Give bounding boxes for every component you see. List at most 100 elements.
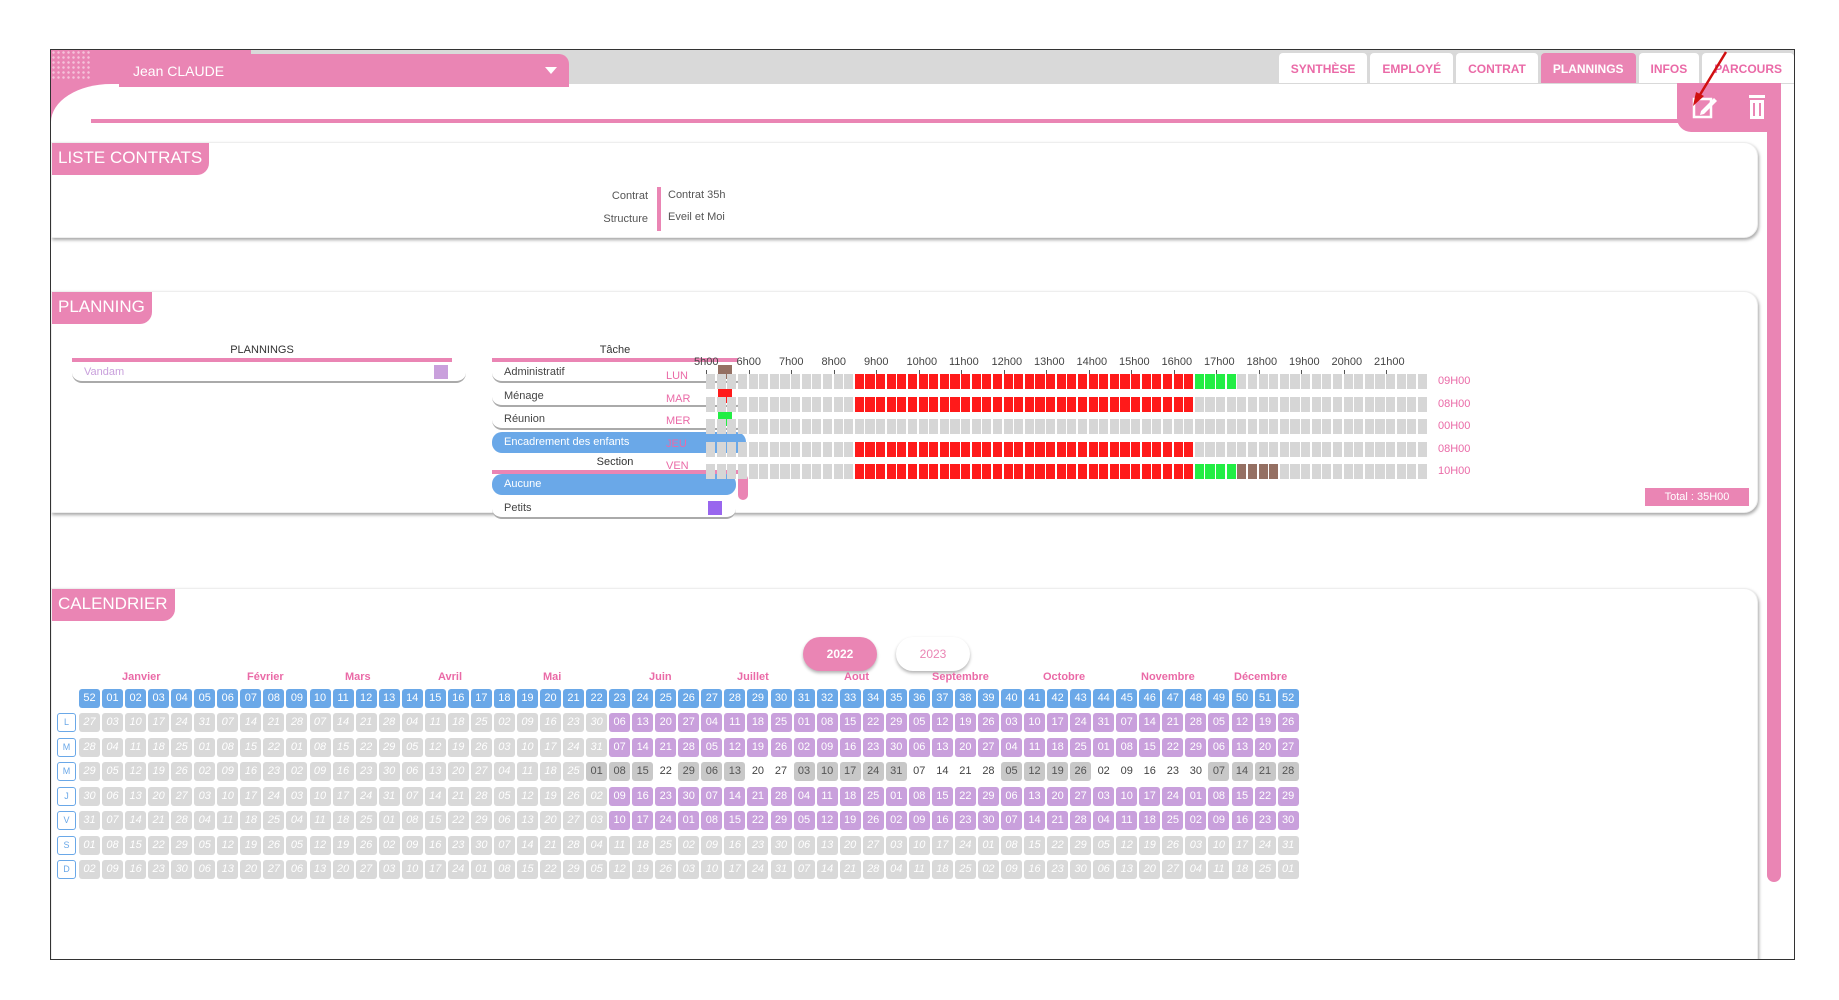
schedule-slot[interactable] bbox=[769, 464, 779, 479]
calendar-day[interactable]: 16 bbox=[632, 786, 654, 806]
schedule-slot[interactable] bbox=[1046, 464, 1056, 479]
schedule-slot[interactable] bbox=[950, 419, 960, 434]
calendar-day[interactable]: 09 bbox=[102, 860, 124, 879]
week-number[interactable]: 52 bbox=[1277, 689, 1299, 708]
week-number[interactable]: 06 bbox=[217, 689, 239, 708]
calendar-day[interactable]: 07 bbox=[217, 713, 239, 732]
schedule-slot[interactable] bbox=[1417, 441, 1427, 457]
schedule-slot[interactable] bbox=[1088, 374, 1098, 389]
schedule-slot[interactable] bbox=[1067, 464, 1077, 479]
schedule-slot[interactable] bbox=[1120, 464, 1130, 479]
calendar-day[interactable]: 19 bbox=[839, 811, 861, 830]
schedule-slot[interactable] bbox=[727, 396, 737, 412]
calendar-day[interactable]: 28 bbox=[171, 811, 193, 830]
schedule-slot[interactable] bbox=[1258, 441, 1268, 457]
schedule-slot[interactable] bbox=[1343, 464, 1353, 479]
week-number[interactable]: 16 bbox=[447, 689, 469, 708]
schedule-slot[interactable] bbox=[1003, 464, 1013, 479]
schedule-slot[interactable] bbox=[1173, 396, 1183, 412]
calendar-day[interactable]: 24 bbox=[563, 737, 585, 757]
calendar-day[interactable]: 20 bbox=[540, 811, 561, 830]
tab-plannings[interactable]: PLANNINGS bbox=[1540, 53, 1636, 83]
schedule-slot[interactable] bbox=[1056, 374, 1066, 389]
calendar-day[interactable]: 22 bbox=[954, 786, 976, 806]
calendar-day[interactable]: 01 bbox=[977, 835, 999, 855]
calendar-day[interactable]: 29 bbox=[678, 762, 700, 781]
tab-contrat[interactable]: CONTRAT bbox=[1456, 53, 1538, 83]
calendar-day[interactable]: 03 bbox=[102, 713, 124, 732]
calendar-day[interactable]: 16 bbox=[1024, 860, 1046, 879]
calendar-day[interactable]: 20 bbox=[655, 713, 677, 732]
calendar-day[interactable]: 12 bbox=[724, 737, 746, 757]
week-number[interactable]: 15 bbox=[424, 689, 446, 708]
schedule-slot[interactable] bbox=[1322, 419, 1332, 434]
calendar-day[interactable]: 01 bbox=[1185, 786, 1207, 806]
calendar-day[interactable]: 10 bbox=[1024, 713, 1046, 732]
schedule-slot[interactable] bbox=[1024, 396, 1034, 412]
calendar-day[interactable]: 12 bbox=[816, 811, 838, 830]
calendar-day[interactable]: 29 bbox=[171, 835, 193, 855]
weekday-button[interactable]: S bbox=[57, 835, 76, 855]
schedule-slot[interactable] bbox=[716, 419, 726, 434]
schedule-slot[interactable] bbox=[1067, 396, 1077, 412]
schedule-slot[interactable] bbox=[929, 396, 939, 412]
calendar-day[interactable]: 22 bbox=[540, 860, 561, 879]
schedule-slot[interactable] bbox=[865, 441, 875, 457]
calendar-day[interactable]: 04 bbox=[194, 811, 216, 830]
calendar-day[interactable]: 13 bbox=[931, 737, 953, 757]
calendar-day[interactable]: 03 bbox=[678, 860, 700, 879]
calendar-day[interactable]: 25 bbox=[171, 737, 193, 757]
calendar-day[interactable]: 29 bbox=[1277, 786, 1299, 806]
calendar-day[interactable]: 08 bbox=[1001, 835, 1022, 855]
tab-infos[interactable]: INFOS bbox=[1638, 53, 1700, 83]
calendar-day[interactable]: 22 bbox=[1254, 786, 1276, 806]
schedule-slot[interactable] bbox=[801, 441, 811, 457]
calendar-day[interactable]: 19 bbox=[1139, 835, 1161, 855]
schedule-slot[interactable] bbox=[748, 396, 758, 412]
weekday-button[interactable]: J bbox=[57, 786, 76, 806]
schedule-slot[interactable] bbox=[1205, 396, 1215, 412]
calendar-day[interactable]: 18 bbox=[747, 713, 769, 732]
schedule-slot[interactable] bbox=[737, 374, 747, 389]
calendar-day[interactable]: 28 bbox=[79, 737, 100, 757]
calendar-day[interactable]: 19 bbox=[540, 786, 561, 806]
calendar-day[interactable]: 30 bbox=[79, 786, 100, 806]
schedule-slot[interactable] bbox=[812, 441, 822, 457]
schedule-slot[interactable] bbox=[1046, 419, 1056, 434]
calendar-day[interactable]: 21 bbox=[355, 713, 377, 732]
calendar-day[interactable]: 15 bbox=[931, 786, 953, 806]
calendar-day[interactable]: 21 bbox=[747, 786, 769, 806]
schedule-slot[interactable] bbox=[812, 374, 822, 389]
calendar-day[interactable]: 07 bbox=[908, 762, 930, 781]
schedule-slot[interactable] bbox=[1269, 419, 1279, 434]
schedule-slot[interactable] bbox=[1290, 464, 1300, 479]
calendar-day[interactable]: 28 bbox=[678, 737, 700, 757]
schedule-slot[interactable] bbox=[1216, 464, 1226, 479]
calendar-day[interactable]: 26 bbox=[563, 786, 585, 806]
schedule-slot[interactable] bbox=[1258, 396, 1268, 412]
week-number[interactable]: 13 bbox=[378, 689, 400, 708]
calendar-day[interactable]: 12 bbox=[1116, 835, 1138, 855]
calendar-day[interactable]: 25 bbox=[954, 860, 976, 879]
calendar-day[interactable]: 14 bbox=[1139, 713, 1161, 732]
schedule-slot[interactable] bbox=[1386, 441, 1396, 457]
week-number[interactable]: 49 bbox=[1208, 689, 1230, 708]
schedule-slot[interactable] bbox=[1417, 464, 1427, 479]
schedule-slot[interactable] bbox=[769, 396, 779, 412]
schedule-slot[interactable] bbox=[1077, 374, 1087, 389]
schedule-slot[interactable] bbox=[897, 464, 907, 479]
schedule-slot[interactable] bbox=[1014, 374, 1024, 389]
calendar-day[interactable]: 24 bbox=[1162, 786, 1184, 806]
calendar-day[interactable]: 04 bbox=[102, 737, 124, 757]
calendar-day[interactable]: 15 bbox=[632, 762, 654, 781]
calendar-day[interactable]: 10 bbox=[908, 835, 930, 855]
calendar-day[interactable]: 30 bbox=[977, 811, 999, 830]
calendar-day[interactable]: 30 bbox=[1070, 860, 1092, 879]
calendar-day[interactable]: 12 bbox=[309, 835, 331, 855]
schedule-slot[interactable] bbox=[1226, 419, 1236, 434]
schedule-slot[interactable] bbox=[791, 396, 801, 412]
schedule-slot[interactable] bbox=[1279, 441, 1289, 457]
schedule-slot[interactable] bbox=[1056, 441, 1066, 457]
calendar-day[interactable]: 26 bbox=[655, 860, 677, 879]
calendar-day[interactable]: 17 bbox=[839, 762, 861, 781]
